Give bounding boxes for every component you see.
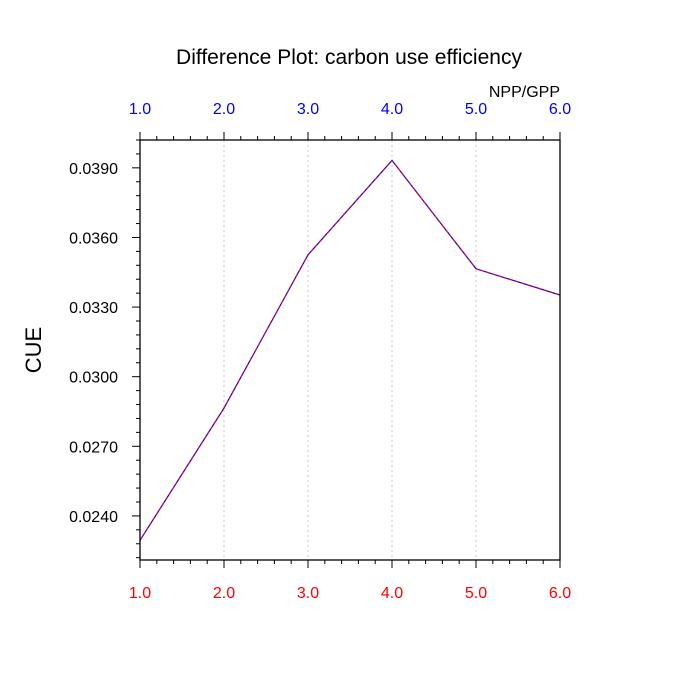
plot-frame [139, 139, 561, 561]
top-axis-label: NPP/GPP [489, 84, 560, 101]
x-tick-label-top: 2.0 [213, 101, 235, 118]
data-point [307, 254, 309, 256]
x-tick-label-top: 1.0 [129, 101, 151, 118]
series-line-base [139, 159, 561, 541]
x-tick-label-bottom: 4.0 [381, 585, 403, 602]
tick-label-layer: 1.0 1.0 2.0 2.0 3.0 3.0 4.0 4.0 5.0 5.0 6.0 6.0 0.02… [69, 101, 571, 602]
y-tick-label: 0.0240 [69, 509, 118, 526]
x-tick-label-bottom: 3.0 [297, 585, 319, 602]
x-tick-label-top: 6.0 [549, 101, 571, 118]
x-tick-label-top: 4.0 [381, 101, 403, 118]
y-tick-label: 0.0390 [69, 161, 118, 178]
y-axis-label: CUE [21, 327, 46, 373]
x-tick-label-bottom: 2.0 [213, 585, 235, 602]
data-point [475, 268, 477, 270]
y-tick-label: 0.0270 [69, 439, 118, 456]
chart-title: Difference Plot: carbon use efficiency [176, 46, 522, 69]
x-tick-label-top: 5.0 [465, 101, 487, 118]
x-tick-label-bottom: 6.0 [549, 585, 571, 602]
x-tick-label-bottom: 5.0 [465, 585, 487, 602]
data-point [223, 407, 225, 409]
y-tick-label: 0.0360 [69, 230, 118, 247]
y-tick-label: 0.0300 [69, 370, 118, 387]
x-tick-label-top: 3.0 [297, 101, 319, 118]
x-tick-label-bottom: 1.0 [129, 585, 151, 602]
y-tick-label: 0.0330 [69, 300, 118, 317]
data-point [391, 159, 393, 162]
grid-layer [223, 140, 477, 560]
axis-layer [132, 132, 561, 568]
